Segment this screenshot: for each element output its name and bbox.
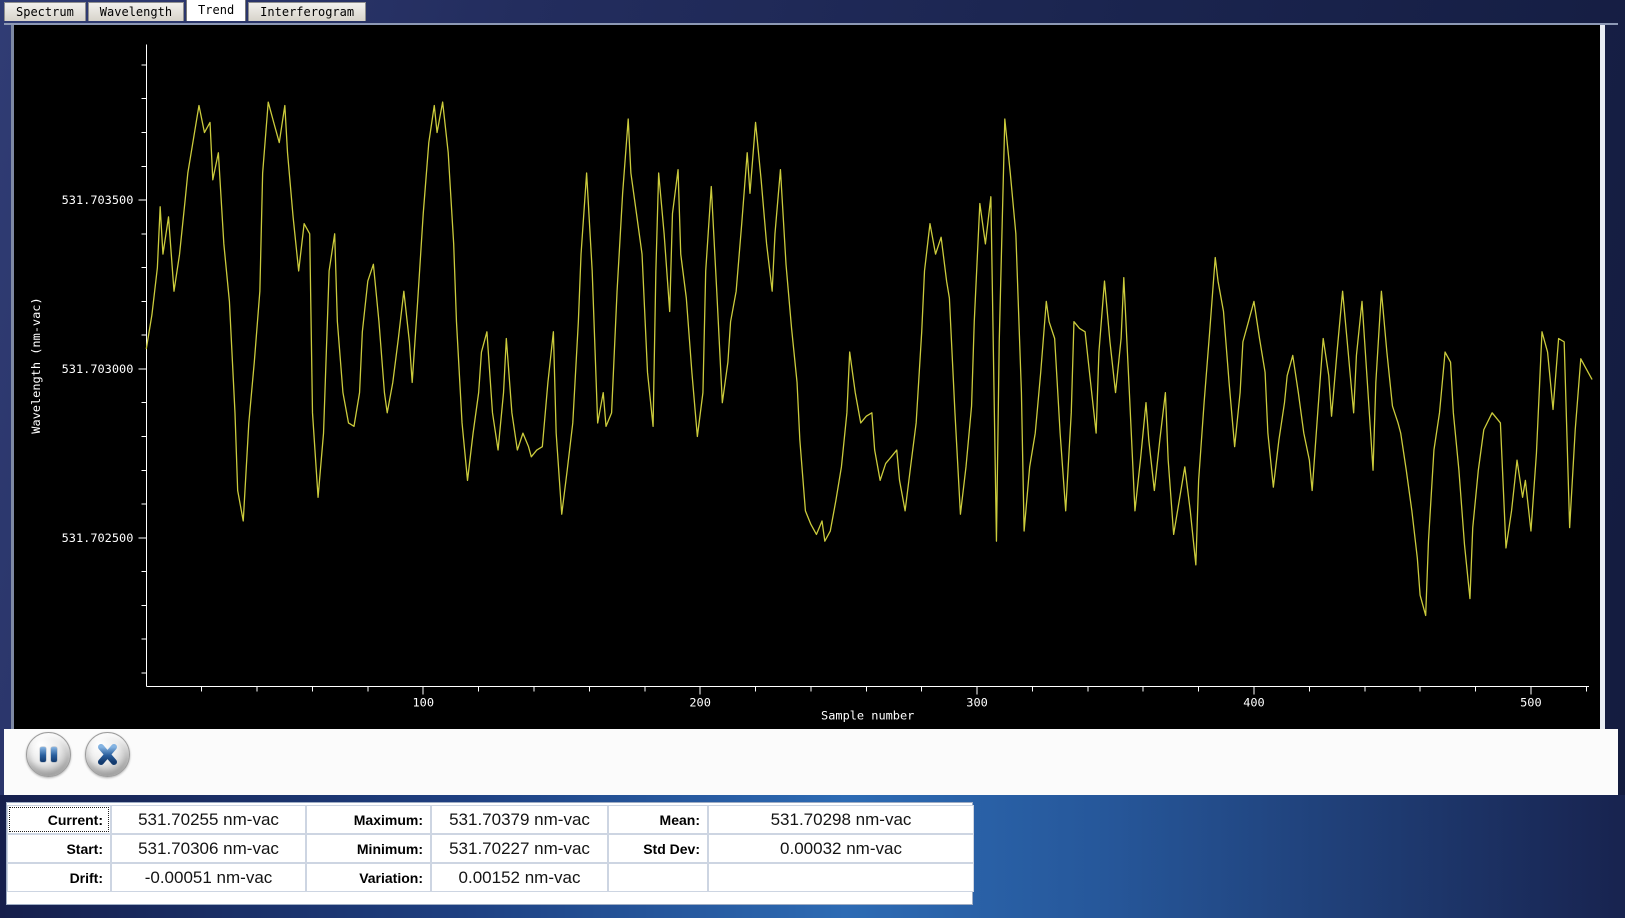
stat-label-minimum[interactable]: Minimum: (306, 834, 431, 863)
x-axis-title: Sample number (821, 708, 914, 722)
stat-value-mean: 531.70298 nm-vac (708, 805, 974, 834)
control-bar (4, 729, 1618, 795)
pause-button[interactable] (26, 732, 71, 777)
stat-value-maximum: 531.70379 nm-vac (431, 805, 608, 834)
stat-value-minimum: 531.70227 nm-vac (431, 834, 608, 863)
tab-interferogram[interactable]: Interferogram (248, 2, 367, 21)
x-tick-label: 100 (412, 695, 434, 709)
stat-value-variation: 0.00152 nm-vac (431, 863, 608, 892)
trend-chart-panel: 531.703500 531.703000 531.702500 100 200 300 4… (11, 25, 1605, 729)
stat-label-drift[interactable]: Drift: (7, 863, 111, 892)
stat-value-start: 531.70306 nm-vac (111, 834, 306, 863)
stat-label-stddev[interactable]: Std Dev: (608, 834, 708, 863)
stat-label-current[interactable]: Current: (7, 805, 111, 834)
y-axis-title: Wavelength (nm-vac) (29, 297, 43, 433)
x-tick-label: 200 (689, 695, 711, 709)
stat-value-current: 531.70255 nm-vac (111, 805, 306, 834)
bottom-status-band: Current: 531.70255 nm-vac Maximum: 531.7037… (0, 795, 1625, 918)
y-tick-label: 531.703000 (62, 362, 134, 376)
stat-label-variation[interactable]: Variation: (306, 863, 431, 892)
pause-icon (40, 747, 46, 762)
x-tick-label: 400 (1243, 695, 1265, 709)
x-tick-label: 300 (966, 695, 988, 709)
tab-bar: Spectrum Wavelength Trend Interferogram (4, 0, 368, 21)
stat-value-empty (708, 863, 974, 892)
pause-icon (51, 747, 57, 762)
tab-wavelength[interactable]: Wavelength (87, 2, 185, 21)
trend-plot[interactable]: 531.703500 531.703000 531.702500 100 200 300 4… (14, 25, 1600, 729)
stat-value-drift: -0.00051 nm-vac (111, 863, 306, 892)
stats-table: Current: 531.70255 nm-vac Maximum: 531.7037… (6, 802, 974, 905)
y-tick-label: 531.703500 (62, 193, 134, 207)
stat-label-maximum[interactable]: Maximum: (306, 805, 431, 834)
close-icon (98, 744, 117, 765)
x-tick-label: 500 (1520, 695, 1542, 709)
trend-line (145, 101, 1593, 617)
stat-value-stddev: 0.00032 nm-vac (708, 834, 974, 863)
stat-label-mean[interactable]: Mean: (608, 805, 708, 834)
tab-trend[interactable]: Trend (186, 0, 247, 21)
y-tick-label: 531.702500 (62, 531, 134, 545)
stat-label-start[interactable]: Start: (7, 834, 111, 863)
stop-button[interactable] (85, 732, 130, 777)
tab-spectrum[interactable]: Spectrum (4, 2, 86, 21)
stat-label-empty (608, 863, 708, 892)
panel-top-border (4, 23, 1618, 25)
